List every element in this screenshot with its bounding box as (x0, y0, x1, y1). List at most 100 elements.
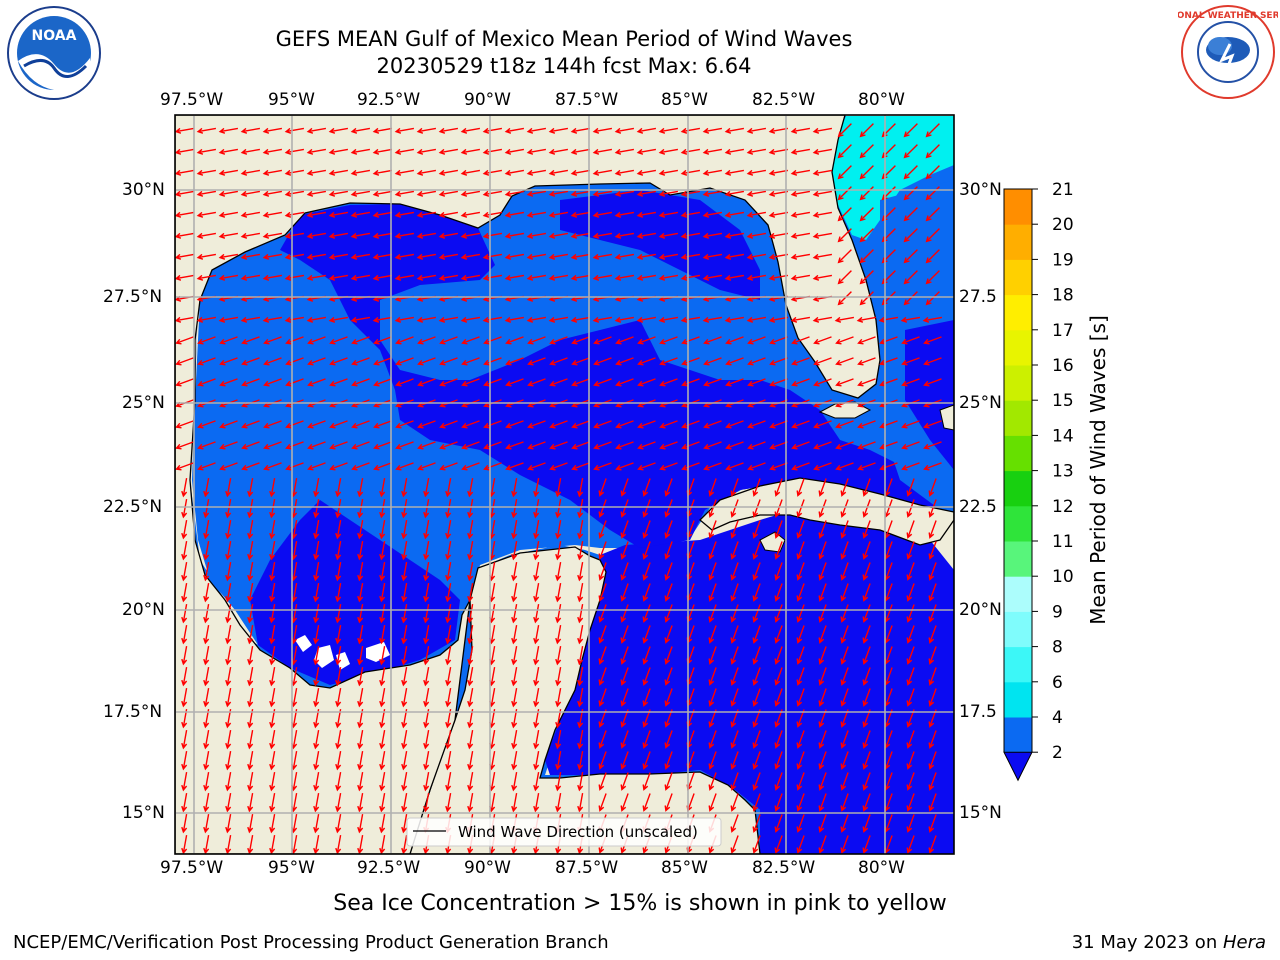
colorbar-tick-label: 17 (1052, 321, 1074, 341)
wave-direction-arrow (351, 336, 370, 345)
wave-direction-arrow (620, 478, 629, 497)
wave-direction-arrow (533, 687, 540, 708)
wave-direction-arrow (533, 540, 540, 561)
wave-direction-arrow (746, 190, 767, 197)
wave-direction-arrow (708, 667, 717, 686)
wave-direction-arrow (837, 249, 852, 264)
wave-direction-arrow (445, 792, 452, 813)
wave-direction-arrow (752, 541, 761, 560)
wave-direction-arrow (906, 751, 915, 770)
wave-direction-arrow (357, 645, 364, 666)
wave-direction-arrow (438, 316, 459, 323)
wave-direction-arrow (218, 169, 239, 176)
wave-direction-arrow (598, 583, 607, 602)
wave-direction-arrow (906, 499, 915, 518)
wave-direction-arrow (269, 603, 276, 624)
wave-direction-arrow (790, 127, 811, 134)
wave-direction-arrow (796, 625, 805, 644)
wave-direction-arrow (548, 148, 569, 155)
wave-direction-arrow (269, 729, 276, 750)
wave-direction-arrow (620, 625, 629, 644)
wave-direction-arrow (218, 316, 239, 323)
wave-direction-arrow (818, 478, 827, 497)
wave-direction-arrow (416, 127, 437, 134)
wave-direction-arrow (357, 519, 364, 540)
wave-direction-arrow (642, 730, 651, 749)
wave-direction-arrow (620, 562, 629, 581)
wave-direction-arrow (549, 441, 568, 450)
wave-direction-arrow (768, 169, 789, 176)
wave-direction-arrow (269, 813, 276, 834)
wave-direction-arrow (680, 190, 701, 197)
colorbar-tick-label: 9 (1052, 602, 1063, 622)
wave-direction-arrow (247, 582, 254, 603)
wave-direction-arrow (328, 148, 349, 155)
wave-direction-arrow (225, 519, 232, 540)
wave-direction-arrow (335, 792, 342, 813)
lon-tick-bottom: 97.5°W (160, 858, 224, 878)
wave-direction-arrow (724, 169, 745, 176)
wave-direction-arrow (746, 127, 767, 134)
wave-direction-arrow (505, 357, 524, 366)
wave-direction-arrow (175, 357, 194, 366)
wave-direction-arrow (636, 190, 657, 197)
wave-direction-arrow (879, 462, 898, 471)
wave-direction-arrow (577, 498, 584, 519)
wave-direction-arrow (598, 688, 607, 707)
wave-direction-arrow (395, 357, 414, 366)
wave-direction-arrow (577, 540, 584, 561)
wave-direction-arrow (533, 624, 540, 645)
wave-direction-arrow (329, 462, 348, 471)
wave-direction-arrow (401, 750, 408, 771)
lat-tick-right: 25°N (959, 393, 1002, 413)
wave-direction-arrow (417, 336, 436, 345)
wave-direction-arrow (571, 420, 590, 429)
wave-direction-arrow (708, 583, 717, 602)
wave-direction-arrow (730, 541, 739, 560)
wave-direction-arrow (439, 462, 458, 471)
wave-direction-arrow (196, 169, 217, 176)
wave-direction-arrow (664, 667, 673, 686)
wave-direction-arrow (395, 462, 414, 471)
lon-tick-bottom: 85°W (661, 858, 708, 878)
gridlines (175, 115, 954, 854)
wave-direction-arrow (467, 519, 474, 540)
wave-direction-arrow (175, 190, 195, 197)
wave-direction-arrow (313, 834, 320, 854)
wave-direction-arrow (592, 190, 613, 197)
wave-direction-arrow (526, 127, 547, 134)
wave-direction-arrow (928, 646, 937, 665)
wave-direction-arrow (467, 477, 474, 498)
wave-direction-arrow (438, 232, 459, 239)
wave-direction-arrow (724, 274, 745, 281)
wave-direction-arrow (262, 127, 283, 134)
wave-direction-arrow (350, 253, 371, 260)
wave-direction-arrow (837, 165, 852, 180)
wave-direction-arrow (511, 771, 518, 792)
wave-direction-arrow (642, 667, 651, 686)
wave-direction-arrow (840, 667, 849, 686)
wave-direction-arrow (598, 478, 607, 497)
lat-tick-left: 20°N (122, 600, 165, 620)
wave-direction-arrow (175, 232, 195, 239)
lon-tick-bottom: 95°W (268, 858, 315, 878)
wave-direction-arrow (511, 750, 518, 771)
wave-direction-arrow (620, 751, 629, 770)
wave-direction-arrow (284, 232, 305, 239)
colorbar: 2 4 6 8 9 10 11 12 13 14 15 16 17 18 19 20 21 (1003, 180, 1074, 782)
wave-direction-arrow (818, 604, 827, 623)
wave-direction-arrow (240, 127, 261, 134)
wave-direction-arrow (659, 441, 678, 450)
wave-direction-arrow (219, 357, 238, 366)
wave-direction-arrow (903, 165, 918, 180)
wave-direction-arrow (837, 228, 852, 243)
wave-direction-arrow (504, 190, 525, 197)
wave-direction-arrow (423, 771, 430, 792)
wave-direction-arrow (225, 561, 232, 582)
wave-direction-arrow (857, 357, 876, 366)
wave-direction-arrow (526, 316, 547, 323)
wave-direction-arrow (598, 793, 607, 812)
wave-direction-arrow (818, 541, 827, 560)
wave-direction-arrow (879, 420, 898, 429)
